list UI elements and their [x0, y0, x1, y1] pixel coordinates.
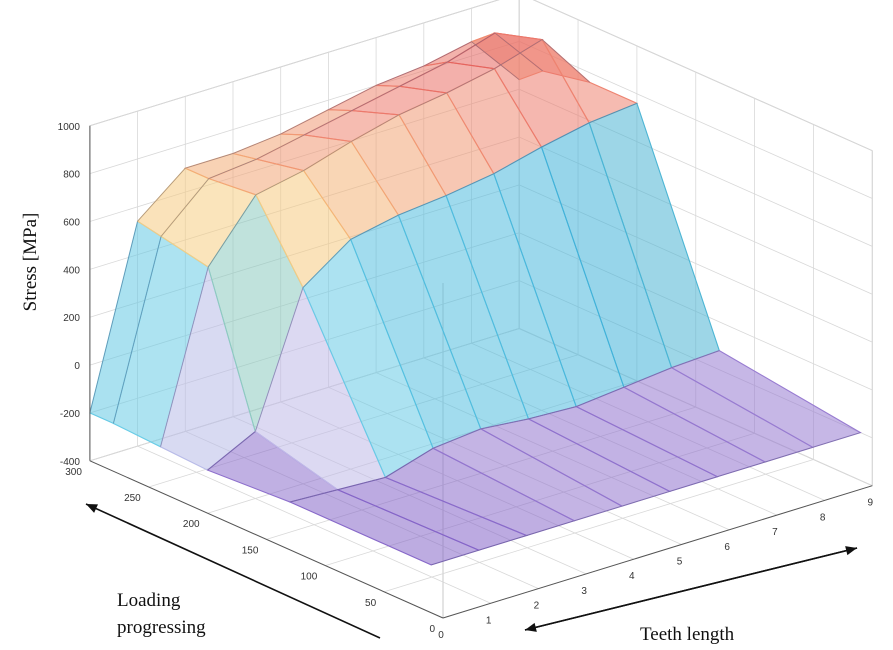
x-tick-label: 4: [629, 571, 635, 582]
loading-direction-arrow: [85, 503, 381, 639]
loading-direction-arrow-head: [86, 504, 98, 513]
stress-surface: [89, 32, 862, 566]
teeth-length-arrow-left-head: [525, 622, 537, 632]
x-axis-line: [442, 485, 873, 619]
x-axis-label: Teeth length: [640, 624, 735, 645]
axes: 0 1 2 3 4 5 6 7 8 9 0 50 100 150 200 250 300-400 -200 0 200…: [58, 122, 874, 641]
y-tick-label: 100: [301, 572, 318, 583]
y-tick-label: 300: [65, 467, 82, 478]
z-tick-label: 600: [63, 218, 80, 229]
y-axis-label-line1: Loading: [117, 590, 181, 611]
y-tick-label: 50: [365, 598, 377, 609]
x-tick-label: 9: [868, 498, 874, 509]
x-tick-label: 3: [581, 586, 587, 597]
surface-row-line: [207, 102, 638, 471]
surface-row-line: [431, 432, 861, 566]
y-tick-label: 0: [429, 624, 435, 635]
z-tick-label: 800: [63, 170, 80, 181]
y-axis-line: [89, 460, 444, 619]
surface-row-line: [160, 39, 591, 447]
y-axis-label-line2: progressing: [117, 617, 206, 638]
grid-line: [89, 0, 500, 127]
x-tick-label: 1: [486, 615, 492, 626]
grid-line: [532, 0, 873, 152]
surface-row-line: [113, 32, 543, 424]
x-tick-label: 0: [438, 630, 444, 641]
y-tick-label: 250: [124, 493, 141, 504]
surface-row-line: [89, 41, 520, 413]
x-tick-label: 5: [677, 557, 683, 568]
z-tick-label: -200: [60, 409, 80, 420]
grid-line: [519, 40, 873, 199]
grid-line: [384, 459, 814, 593]
teeth-length-arrow-left: [524, 547, 858, 631]
z-tick-label: 200: [63, 313, 80, 324]
z-tick-label: 0: [74, 361, 80, 372]
x-tick-label: 8: [820, 512, 826, 523]
z-axis-label: Stress [MPa]: [20, 213, 41, 312]
z-tick-label: 1000: [58, 122, 81, 133]
y-tick-label: 200: [183, 519, 200, 530]
x-tick-label: 7: [772, 527, 778, 538]
x-tick-label: 2: [534, 601, 540, 612]
x-tick-label: 6: [724, 542, 730, 553]
z-tick-label: -400: [60, 457, 80, 468]
z-tick-label: 400: [63, 265, 80, 276]
y-tick-label: 150: [242, 545, 259, 556]
surface-row-line: [289, 350, 720, 503]
